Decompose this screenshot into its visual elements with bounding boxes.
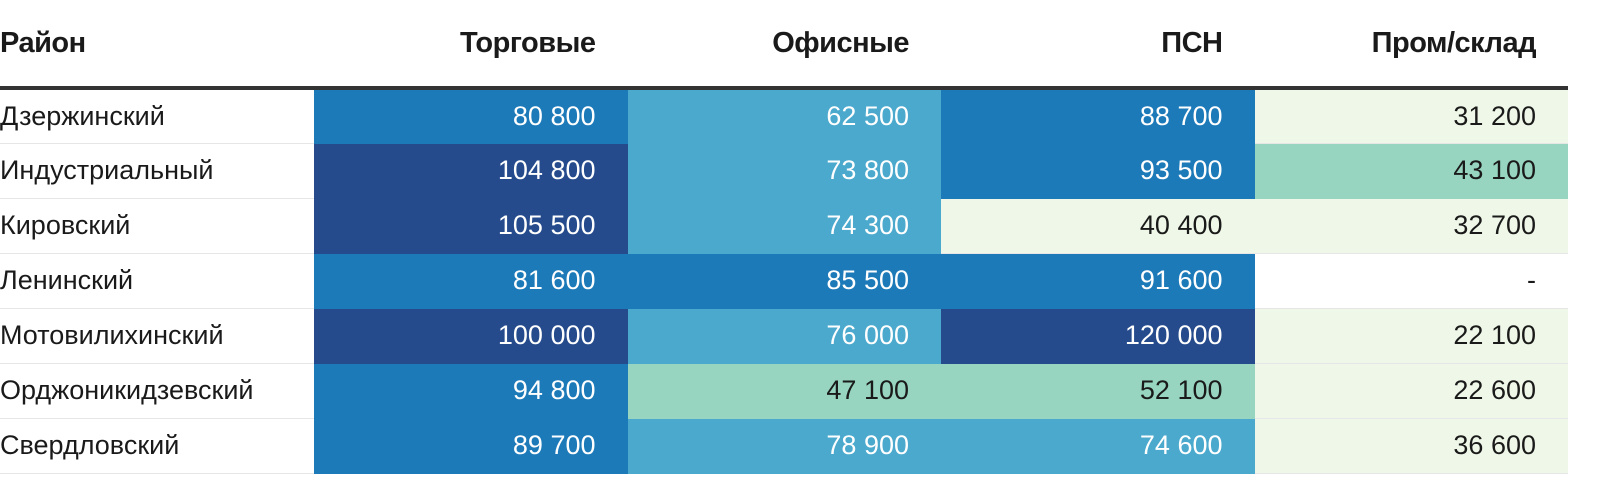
header-row: Район Торговые Офисные ПСН Пром/склад <box>0 0 1568 90</box>
table-row: Кировский 105 500 74 300 40 400 32 700 <box>0 198 1568 254</box>
heat-cell: 85 500 <box>627 253 941 309</box>
table-row: Индустриальный 104 800 73 800 93 500 43 100 <box>0 143 1568 199</box>
heat-cell: 43 100 <box>1254 143 1568 199</box>
heat-cell: 88 700 <box>941 88 1255 144</box>
district-name: Ленинский <box>0 253 314 309</box>
heat-cell: 100 000 <box>314 308 628 364</box>
table-row: Свердловский 89 700 78 900 74 600 36 600 <box>0 418 1568 474</box>
table-row: Мотовилихинский 100 000 76 000 120 000 22 10… <box>0 308 1568 364</box>
heat-cell: 80 800 <box>314 88 628 144</box>
district-name: Свердловский <box>0 418 314 474</box>
column-header-retail: Торговые <box>314 0 628 90</box>
heatmap-table: Район Торговые Офисные ПСН Пром/склад Дз… <box>0 0 1568 474</box>
heat-cell: 47 100 <box>627 363 941 419</box>
heat-cell: 40 400 <box>941 198 1255 254</box>
heat-cell: 32 700 <box>1254 198 1568 254</box>
table-row: Ленинский 81 600 85 500 91 600- <box>0 253 1568 309</box>
column-header-psn: ПСН <box>941 0 1255 90</box>
column-header-industrial-warehouse: Пром/склад <box>1254 0 1568 90</box>
table-body: Дзержинский 80 800 62 500 88 700 31 200 Индус… <box>0 88 1568 474</box>
table-row: Дзержинский 80 800 62 500 88 700 31 200 <box>0 88 1568 144</box>
heat-cell: 36 600 <box>1254 418 1568 474</box>
district-name: Дзержинский <box>0 88 314 144</box>
heat-cell: 74 600 <box>941 418 1255 474</box>
heat-cell: 52 100 <box>941 363 1255 419</box>
heat-cell: 22 100 <box>1254 308 1568 364</box>
district-name: Орджоникидзевский <box>0 363 314 419</box>
heat-cell: 104 800 <box>314 143 628 199</box>
heat-cell: 89 700 <box>314 418 628 474</box>
heat-cell: - <box>1254 253 1568 309</box>
heat-cell: 94 800 <box>314 363 628 419</box>
heat-cell: 120 000 <box>941 308 1255 364</box>
column-header-district: Район <box>0 0 314 90</box>
heat-cell: 22 600 <box>1254 363 1568 419</box>
heat-cell: 74 300 <box>627 198 941 254</box>
heat-cell: 31 200 <box>1254 88 1568 144</box>
heat-cell: 73 800 <box>627 143 941 199</box>
heat-cell: 78 900 <box>627 418 941 474</box>
district-name: Индустриальный <box>0 143 314 199</box>
heat-cell: 62 500 <box>627 88 941 144</box>
heat-cell: 93 500 <box>941 143 1255 199</box>
heat-cell: 105 500 <box>314 198 628 254</box>
table-row: Орджоникидзевский 94 800 47 100 52 100 22 60… <box>0 363 1568 419</box>
heat-cell: 81 600 <box>314 253 628 309</box>
heat-cell: 91 600 <box>941 253 1255 309</box>
heat-cell: 76 000 <box>627 308 941 364</box>
district-name: Мотовилихинский <box>0 308 314 364</box>
district-name: Кировский <box>0 198 314 254</box>
column-header-office: Офисные <box>627 0 941 90</box>
